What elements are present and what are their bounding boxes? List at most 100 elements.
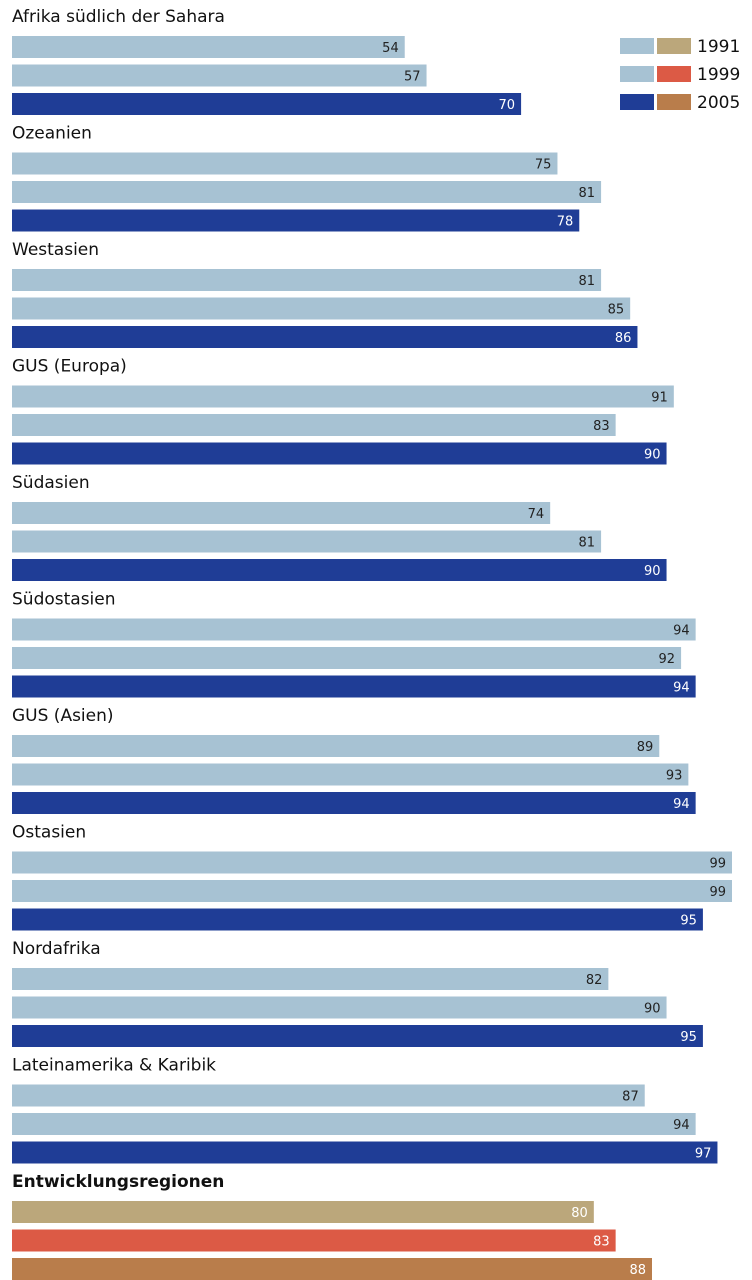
bar (12, 36, 405, 58)
bar (12, 996, 667, 1019)
bar-value-label: 74 (528, 507, 545, 522)
bar-group: Entwicklungsregionen 80 83 88 (12, 1172, 652, 1280)
bar-value-label: 93 (666, 769, 683, 784)
bar (12, 414, 616, 436)
bar-group: Ostasien 99 99 95 (12, 823, 732, 931)
group-label: Lateinamerika & Karibik (12, 1056, 216, 1076)
bar-value-label: 95 (680, 914, 697, 929)
bar-value-label: 83 (593, 1235, 610, 1250)
bar-group: Lateinamerika & Karibik 87 94 97 (12, 1056, 718, 1164)
bar (12, 64, 427, 87)
legend-year-label: 2005 (697, 93, 740, 113)
bar-group: Ozeanien 75 81 78 (12, 124, 602, 232)
bar (12, 968, 609, 990)
bar-group: Südasien 74 81 90 (12, 473, 667, 581)
bar-group: GUS (Europa) 91 83 90 (12, 357, 674, 465)
legend-swatch-total (657, 38, 691, 54)
legend-swatch-region (620, 94, 654, 110)
bar (12, 442, 667, 465)
bar-group: Südostasien 94 92 94 (12, 590, 696, 698)
bar-group: Nordafrika 82 90 95 (12, 939, 703, 1047)
bar (12, 880, 732, 902)
bar (12, 530, 602, 553)
bar-value-label: 87 (622, 1090, 639, 1105)
bar-value-label: 94 (673, 681, 690, 696)
group-label: Südasien (12, 473, 90, 493)
group-label: Südostasien (12, 590, 116, 610)
bar-group: GUS (Asien) 89 93 94 (12, 706, 696, 814)
bar (12, 908, 703, 931)
bar (12, 1113, 696, 1135)
group-label: Entwicklungsregionen (12, 1172, 224, 1192)
legend-swatch-region (620, 66, 654, 82)
legend-item: 2005 (620, 93, 740, 113)
bar-value-label: 86 (615, 331, 632, 346)
bar (12, 1141, 718, 1164)
legend-swatch-total (657, 66, 691, 82)
bar-value-label: 81 (579, 274, 596, 289)
legend-year-label: 1991 (697, 37, 740, 57)
bar (12, 792, 696, 814)
bar (12, 1025, 703, 1047)
bar (12, 297, 631, 320)
bar (12, 675, 696, 698)
group-label: GUS (Asien) (12, 706, 114, 726)
bar-value-label: 89 (637, 740, 654, 755)
group-label: Westasien (12, 240, 99, 260)
bar (12, 502, 551, 524)
bar (12, 181, 602, 203)
bar (12, 763, 689, 786)
bar-value-label: 90 (644, 448, 661, 463)
bar-value-label: 99 (709, 857, 726, 872)
bar-value-label: 82 (586, 973, 603, 988)
group-label: Ozeanien (12, 124, 92, 144)
bar-value-label: 81 (579, 536, 596, 551)
group-label: GUS (Europa) (12, 357, 127, 377)
bar (12, 93, 522, 115)
bar (12, 851, 732, 874)
bar (12, 647, 682, 669)
bar-value-label: 75 (535, 158, 552, 173)
bar-value-label: 70 (499, 98, 516, 113)
bar-value-label: 88 (629, 1263, 646, 1278)
bar-value-label: 91 (651, 391, 668, 406)
bar (12, 1201, 594, 1223)
bar (12, 1229, 616, 1252)
bar-value-label: 57 (404, 70, 421, 85)
bar-value-label: 83 (593, 419, 610, 434)
legend-item: 1999 (620, 65, 740, 85)
bars-layer: Afrika südlich der Sahara 54 57 70 Ozeanien 7… (12, 7, 732, 1280)
group-label: Afrika südlich der Sahara (12, 7, 225, 27)
bar-value-label: 80 (571, 1206, 588, 1221)
bar (12, 559, 667, 581)
legend-year-label: 1999 (697, 65, 740, 85)
bar-value-label: 95 (680, 1030, 697, 1045)
bar-value-label: 90 (644, 564, 661, 579)
bar (12, 735, 660, 757)
bar-value-label: 85 (608, 303, 625, 318)
bar (12, 1258, 652, 1280)
bar-value-label: 54 (382, 41, 399, 56)
bar (12, 152, 558, 175)
bar-value-label: 97 (695, 1147, 712, 1162)
bar-value-label: 90 (644, 1002, 661, 1017)
legend-swatch-total (657, 94, 691, 110)
bar (12, 326, 638, 348)
group-label: Nordafrika (12, 939, 101, 959)
bar (12, 209, 580, 232)
bar (12, 385, 674, 408)
bar-value-label: 81 (579, 186, 596, 201)
bar (12, 1084, 645, 1107)
bar-value-label: 94 (673, 797, 690, 812)
bar-group: Afrika südlich der Sahara 54 57 70 (12, 7, 522, 115)
bar-value-label: 92 (659, 652, 676, 667)
legend: 1991 1999 2005 (620, 37, 740, 113)
bar (12, 618, 696, 641)
group-label: Ostasien (12, 823, 86, 843)
legend-item: 1991 (620, 37, 740, 57)
bar (12, 269, 602, 291)
bar-value-label: 78 (557, 215, 574, 230)
bar-value-label: 94 (673, 1118, 690, 1133)
bar-value-label: 94 (673, 624, 690, 639)
